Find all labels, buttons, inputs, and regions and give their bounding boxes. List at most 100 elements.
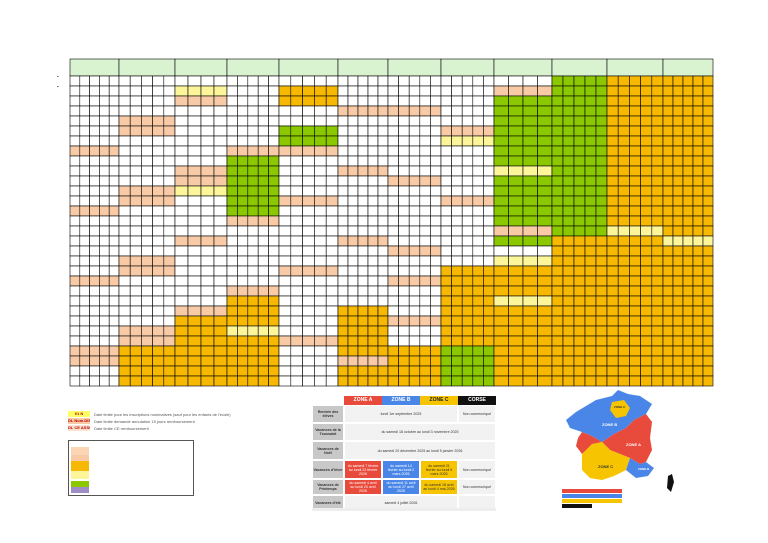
day-cell xyxy=(89,135,100,147)
day-cell xyxy=(325,295,339,307)
day-cell xyxy=(213,235,228,247)
day-cell xyxy=(472,125,484,137)
day-cell xyxy=(187,195,202,207)
day-cell xyxy=(387,355,399,367)
month-header-8 xyxy=(440,58,495,77)
legend-row: DL CE ASSO Date limite CE remboursement xyxy=(68,425,268,431)
day-cell xyxy=(337,375,349,387)
day-cell xyxy=(99,295,110,307)
day-cell xyxy=(562,125,575,137)
day-cell xyxy=(398,295,410,307)
day-cell xyxy=(440,225,452,237)
day-cell xyxy=(640,125,653,137)
day-cell xyxy=(440,265,452,277)
day-cell xyxy=(461,75,474,87)
day-cell xyxy=(562,135,575,147)
month-header-2 xyxy=(118,58,176,77)
day-cell xyxy=(430,205,442,217)
day-cell xyxy=(108,195,120,207)
day-cell xyxy=(537,135,553,147)
day-cell xyxy=(302,135,315,147)
day-cell xyxy=(419,205,431,217)
day-cell xyxy=(387,145,399,157)
day-cell xyxy=(141,225,153,237)
day-cell xyxy=(573,325,586,337)
day-cell xyxy=(174,165,189,177)
day-cell xyxy=(200,255,215,267)
day-cell xyxy=(278,165,292,177)
day-cell xyxy=(461,125,474,137)
day-cell xyxy=(187,215,202,227)
day-cell xyxy=(387,215,399,227)
day-cell xyxy=(651,175,664,187)
day-cell xyxy=(551,195,564,207)
day-cell xyxy=(430,245,442,257)
day-cell xyxy=(213,255,228,267)
day-cell xyxy=(522,115,538,127)
day-cell xyxy=(692,195,704,207)
day-cell xyxy=(451,365,463,377)
day-cell xyxy=(237,285,249,297)
day-cell xyxy=(367,365,379,377)
day-cell xyxy=(99,365,110,377)
day-cell xyxy=(522,345,538,357)
day-cell xyxy=(367,245,379,257)
day-cell xyxy=(551,135,564,147)
day-cell xyxy=(337,105,349,117)
day-cell xyxy=(702,95,714,107)
day-cell xyxy=(226,365,238,377)
day-cell xyxy=(629,105,641,117)
day-cell xyxy=(387,345,399,357)
day-cell xyxy=(89,115,100,127)
day-cell xyxy=(461,195,474,207)
day-cell xyxy=(278,335,292,347)
day-cell xyxy=(595,315,608,327)
day-cell xyxy=(226,95,238,107)
day-cell xyxy=(337,85,349,97)
day-cell xyxy=(682,335,694,347)
day-cell xyxy=(367,375,379,387)
day-cell xyxy=(493,265,509,277)
day-cell xyxy=(493,175,509,187)
day-cell xyxy=(325,335,339,347)
day-cell xyxy=(69,85,81,97)
day-cell xyxy=(483,145,495,157)
day-cell xyxy=(290,245,303,257)
day-cell xyxy=(174,285,189,297)
day-cell xyxy=(662,215,674,227)
day-cell xyxy=(99,155,110,167)
day-cell xyxy=(640,285,653,297)
day-cell xyxy=(174,195,189,207)
day-cell xyxy=(118,155,131,167)
day-cell xyxy=(141,375,153,387)
day-cell xyxy=(672,165,684,177)
day-cell xyxy=(347,295,359,307)
day-cell xyxy=(377,175,389,187)
zone-b-region-south xyxy=(626,458,654,478)
day-cell xyxy=(398,165,410,177)
day-cell xyxy=(337,285,349,297)
month-header-5 xyxy=(278,58,339,77)
day-cell xyxy=(606,215,619,227)
day-cell xyxy=(257,315,269,327)
day-cell xyxy=(89,175,100,187)
holiday-row: Vacances d'hiver du samedi 7 février au l… xyxy=(312,460,496,479)
day-cell xyxy=(163,255,176,267)
day-cell xyxy=(440,355,452,367)
day-cell xyxy=(629,75,641,87)
day-cell xyxy=(408,155,421,167)
day-cell xyxy=(89,305,100,317)
day-cell xyxy=(640,145,653,157)
day-cell xyxy=(508,355,524,367)
day-cell xyxy=(213,325,228,337)
day-cell xyxy=(247,105,259,117)
day-cell xyxy=(237,215,249,227)
day-cell xyxy=(398,85,410,97)
day-cell xyxy=(702,285,714,297)
day-cell xyxy=(493,135,509,147)
day-cell xyxy=(702,185,714,197)
day-cell xyxy=(584,295,597,307)
day-cell xyxy=(662,295,674,307)
day-cell xyxy=(325,205,339,217)
day-cell xyxy=(387,75,399,87)
